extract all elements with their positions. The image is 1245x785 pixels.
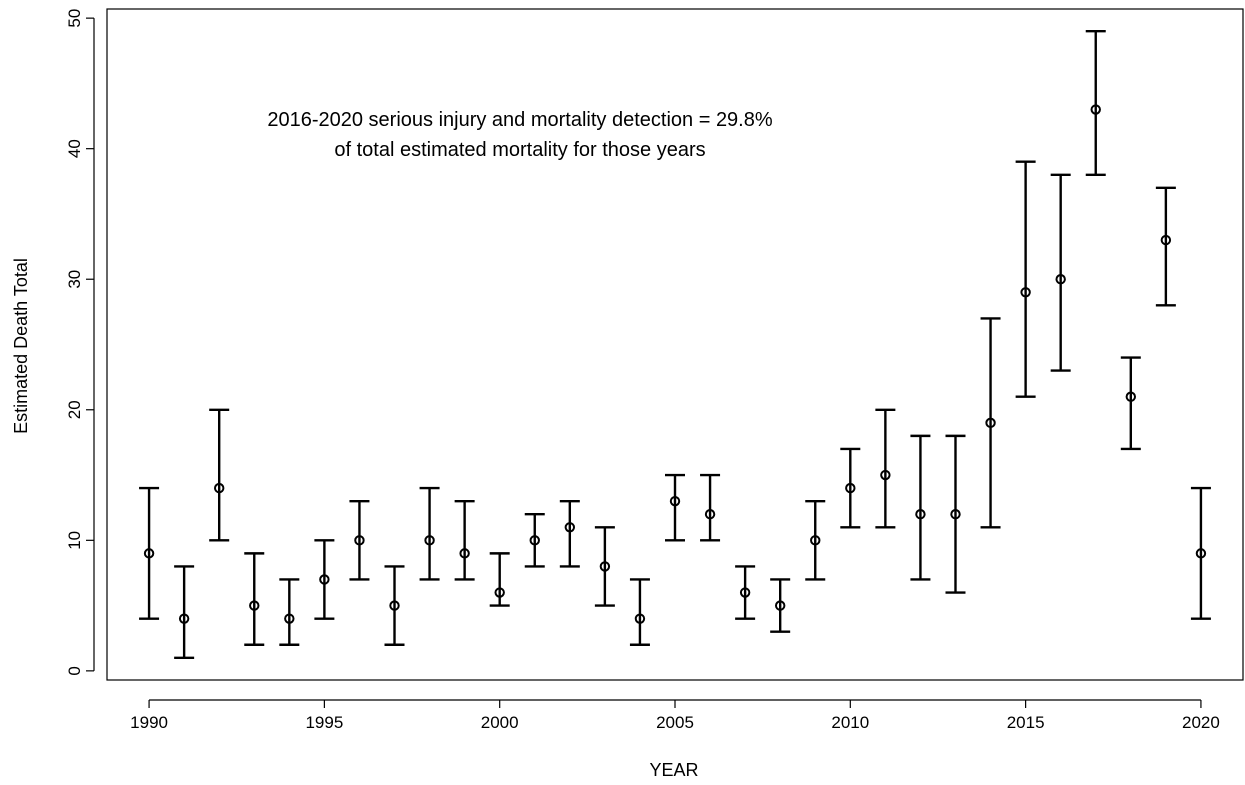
data-point-group bbox=[1015, 160, 1036, 398]
data-point-group bbox=[1190, 486, 1211, 620]
data-point bbox=[389, 600, 400, 611]
data-point-group bbox=[244, 552, 265, 646]
data-point-group bbox=[384, 565, 405, 646]
annotation-line-2: of total estimated mortality for those y… bbox=[334, 139, 705, 161]
data-point bbox=[810, 535, 821, 546]
x-axis-title: YEAR bbox=[649, 760, 698, 780]
x-tick-label: 2015 bbox=[1007, 713, 1045, 732]
data-layer bbox=[139, 29, 1211, 660]
data-point-group bbox=[559, 499, 580, 568]
data-point-group bbox=[1155, 186, 1176, 307]
y-tick-label: 40 bbox=[65, 139, 84, 158]
data-point bbox=[564, 522, 576, 533]
y-tick-label: 30 bbox=[65, 270, 84, 289]
data-point bbox=[1125, 391, 1137, 402]
data-point bbox=[599, 561, 611, 572]
data-point-group bbox=[454, 499, 475, 581]
data-point-group bbox=[805, 499, 826, 581]
data-point-group bbox=[910, 434, 931, 581]
data-point bbox=[950, 509, 961, 520]
x-tick-label: 1990 bbox=[130, 713, 168, 732]
data-point bbox=[1090, 104, 1101, 115]
data-point bbox=[985, 417, 996, 429]
data-point-group bbox=[419, 486, 440, 581]
data-point bbox=[319, 574, 330, 585]
data-point-group bbox=[875, 408, 896, 529]
data-point-group bbox=[700, 473, 721, 542]
data-point bbox=[354, 535, 365, 546]
data-point bbox=[529, 535, 540, 546]
axes-layer: 1990 1995 2000 2005 2010 2015 2020 0 10 20 30 40 50 bbox=[65, 8, 1244, 732]
x-tick-label: 2000 bbox=[481, 713, 519, 732]
data-point-group bbox=[770, 578, 791, 633]
data-point bbox=[1160, 234, 1172, 246]
data-point bbox=[494, 587, 505, 598]
y-tick-label: 20 bbox=[65, 400, 84, 419]
data-point-group bbox=[139, 486, 160, 620]
x-tick-label: 2005 bbox=[656, 713, 694, 732]
y-tick-label: 10 bbox=[65, 531, 84, 550]
data-point bbox=[1055, 274, 1066, 285]
data-point-group bbox=[349, 499, 370, 581]
data-point bbox=[1195, 548, 1207, 559]
data-point-group bbox=[665, 473, 685, 542]
x-tick-label: 2010 bbox=[831, 713, 869, 732]
y-axis-title: Estimated Death Total bbox=[11, 258, 31, 434]
data-point-group bbox=[980, 317, 1001, 529]
y-tick-label: 0 bbox=[65, 666, 84, 675]
data-point bbox=[634, 613, 646, 624]
x-tick-label: 2020 bbox=[1182, 713, 1220, 732]
data-point-group bbox=[1120, 356, 1141, 451]
data-point bbox=[1020, 287, 1031, 298]
data-point-group bbox=[209, 408, 230, 542]
data-point-group bbox=[524, 513, 545, 568]
data-point bbox=[459, 548, 470, 559]
data-point bbox=[669, 495, 681, 507]
data-point bbox=[845, 482, 856, 494]
data-point-group bbox=[174, 565, 195, 660]
plot-frame bbox=[106, 8, 1244, 681]
data-point bbox=[880, 469, 891, 481]
data-point-group bbox=[279, 578, 300, 646]
data-point-group bbox=[594, 526, 615, 607]
x-tick-label: 1995 bbox=[305, 713, 343, 732]
data-point-group bbox=[945, 434, 966, 594]
data-point bbox=[213, 482, 225, 494]
data-point-group bbox=[314, 539, 335, 620]
data-point-group bbox=[629, 578, 650, 646]
annotation-line-1: 2016-2020 serious injury and mortality d… bbox=[267, 109, 773, 131]
data-point bbox=[284, 613, 295, 624]
data-point-group bbox=[489, 552, 510, 607]
data-point bbox=[178, 613, 190, 624]
data-point bbox=[424, 535, 435, 546]
data-point-group bbox=[1085, 29, 1106, 176]
y-tick-label: 50 bbox=[65, 9, 84, 28]
data-point-group bbox=[840, 447, 861, 529]
data-point bbox=[249, 600, 260, 611]
data-point-group bbox=[1050, 173, 1071, 372]
data-point-group bbox=[735, 565, 756, 620]
data-point bbox=[704, 509, 716, 520]
data-point bbox=[143, 548, 155, 559]
data-point bbox=[774, 600, 786, 611]
data-point bbox=[739, 587, 751, 598]
data-point bbox=[915, 509, 926, 520]
